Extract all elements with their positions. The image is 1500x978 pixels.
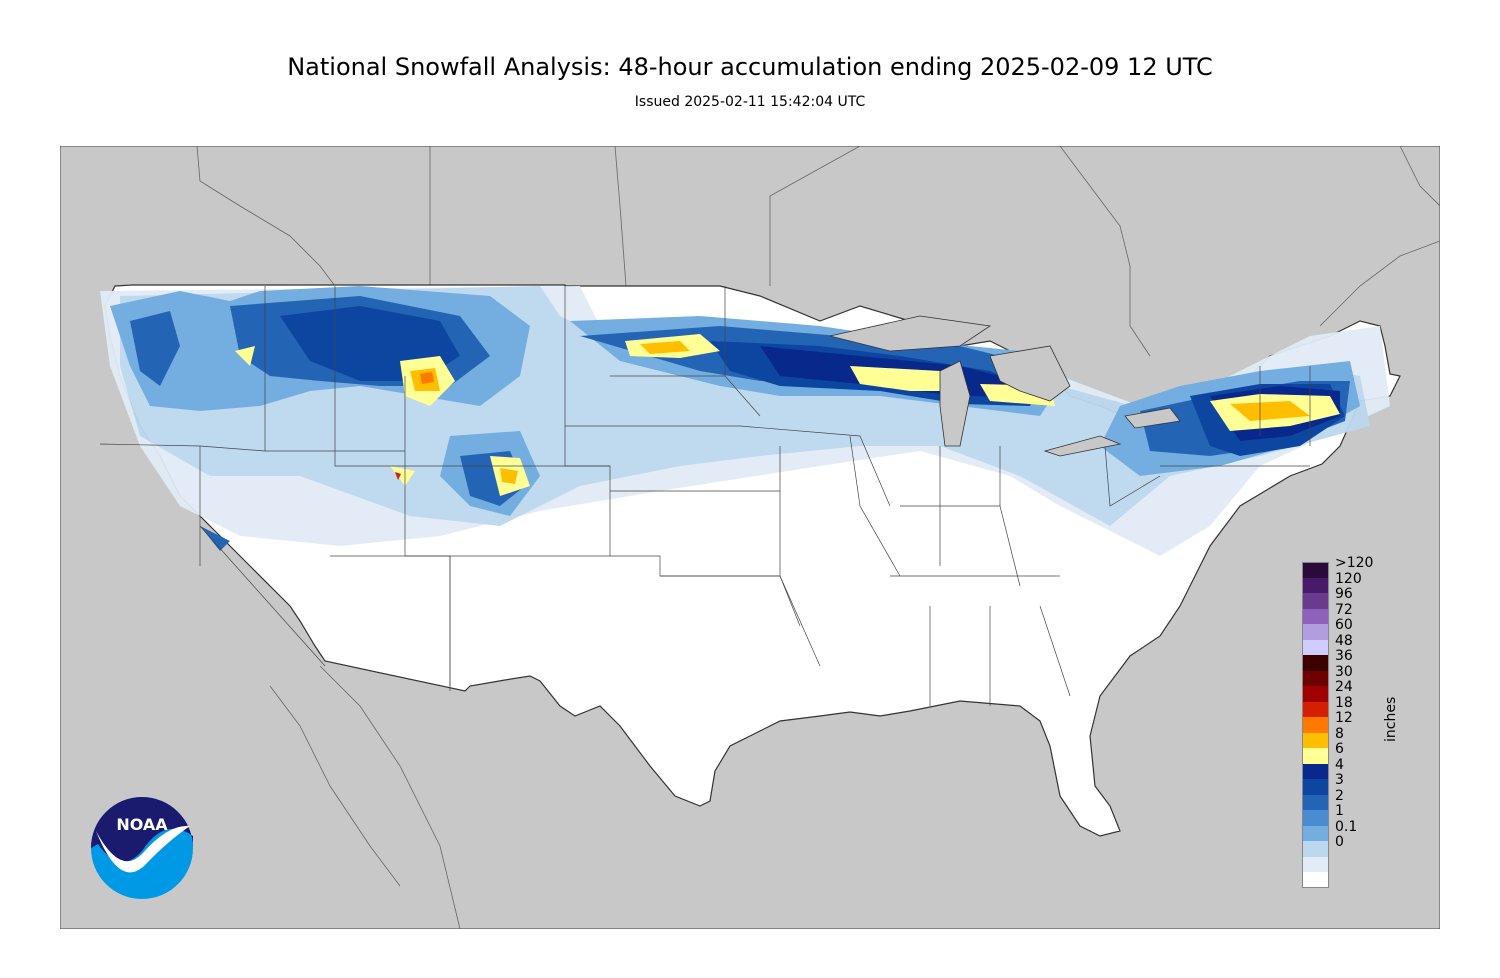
- legend-swatch: [1302, 701, 1329, 717]
- legend-swatch: [1302, 655, 1329, 671]
- legend-swatch: [1302, 810, 1329, 826]
- color-legend: >120 120 96 72 60 48 36 30 24 18 12 8 6 4 3 2 1 0.1 0: [1302, 556, 1422, 888]
- legend-label: >120: [1335, 555, 1374, 571]
- legend-swatch: [1302, 794, 1329, 810]
- issued-timestamp: Issued 2025-02-11 15:42:04 UTC: [634, 94, 866, 110]
- legend-label: 96: [1335, 586, 1353, 602]
- legend-label: 24: [1335, 679, 1353, 695]
- legend-label: 48: [1335, 632, 1353, 649]
- snowfall-map: [60, 146, 1440, 929]
- canada-borders: [196, 146, 1440, 357]
- seagull-icon: [96, 825, 190, 873]
- legend-swatch: [1302, 624, 1329, 640]
- legend-label: 30: [1335, 663, 1353, 680]
- state-borders: [99, 286, 1311, 706]
- mexico-borders: [269, 665, 461, 929]
- great-lakes: [829, 315, 1181, 457]
- legend-unit: inches: [1383, 696, 1399, 742]
- legend-label: 60: [1335, 617, 1353, 633]
- legend-swatch: [1302, 732, 1329, 748]
- legend-swatch: [1302, 841, 1329, 857]
- legend-swatch: [1302, 763, 1329, 779]
- legend-swatch: [1302, 593, 1329, 609]
- legend-label: 12: [1335, 710, 1353, 726]
- legend-swatch: [1302, 577, 1329, 593]
- legend-label: 0.1: [1335, 818, 1358, 835]
- legend-swatch: [1302, 639, 1329, 655]
- snow-8-18in: [395, 341, 1310, 484]
- legend-swatch: [1302, 670, 1329, 686]
- legend-swatch: [1302, 872, 1329, 888]
- legend-swatch: [1302, 856, 1329, 872]
- legend-frame: [1302, 562, 1329, 888]
- legend-label: 2: [1335, 787, 1344, 804]
- legend-label: 120: [1335, 570, 1362, 587]
- legend-label: 4: [1335, 756, 1344, 773]
- legend-swatch: [1302, 748, 1329, 764]
- legend-label: 18: [1335, 694, 1353, 711]
- legend-label: 6: [1335, 741, 1344, 757]
- noaa-logo-text: NOAA: [116, 815, 168, 834]
- legend-swatch: [1302, 779, 1329, 795]
- map-title: National Snowfall Analysis: 48-hour accu…: [287, 53, 1213, 81]
- noaa-logo: NOAA: [91, 797, 193, 899]
- legend-swatch: [1302, 562, 1329, 578]
- legend-label: 72: [1335, 601, 1353, 618]
- legend-swatch: [1302, 825, 1329, 841]
- legend-swatch: [1302, 717, 1329, 733]
- legend-label: 36: [1335, 648, 1353, 664]
- legend-swatch: [1302, 686, 1329, 702]
- legend-label: 0: [1335, 834, 1344, 850]
- legend-label: 1: [1335, 803, 1344, 819]
- legend-label: 3: [1335, 772, 1344, 788]
- logo-circle-top: [91, 797, 193, 862]
- legend-swatch: [1302, 608, 1329, 624]
- legend-label: 8: [1335, 725, 1344, 742]
